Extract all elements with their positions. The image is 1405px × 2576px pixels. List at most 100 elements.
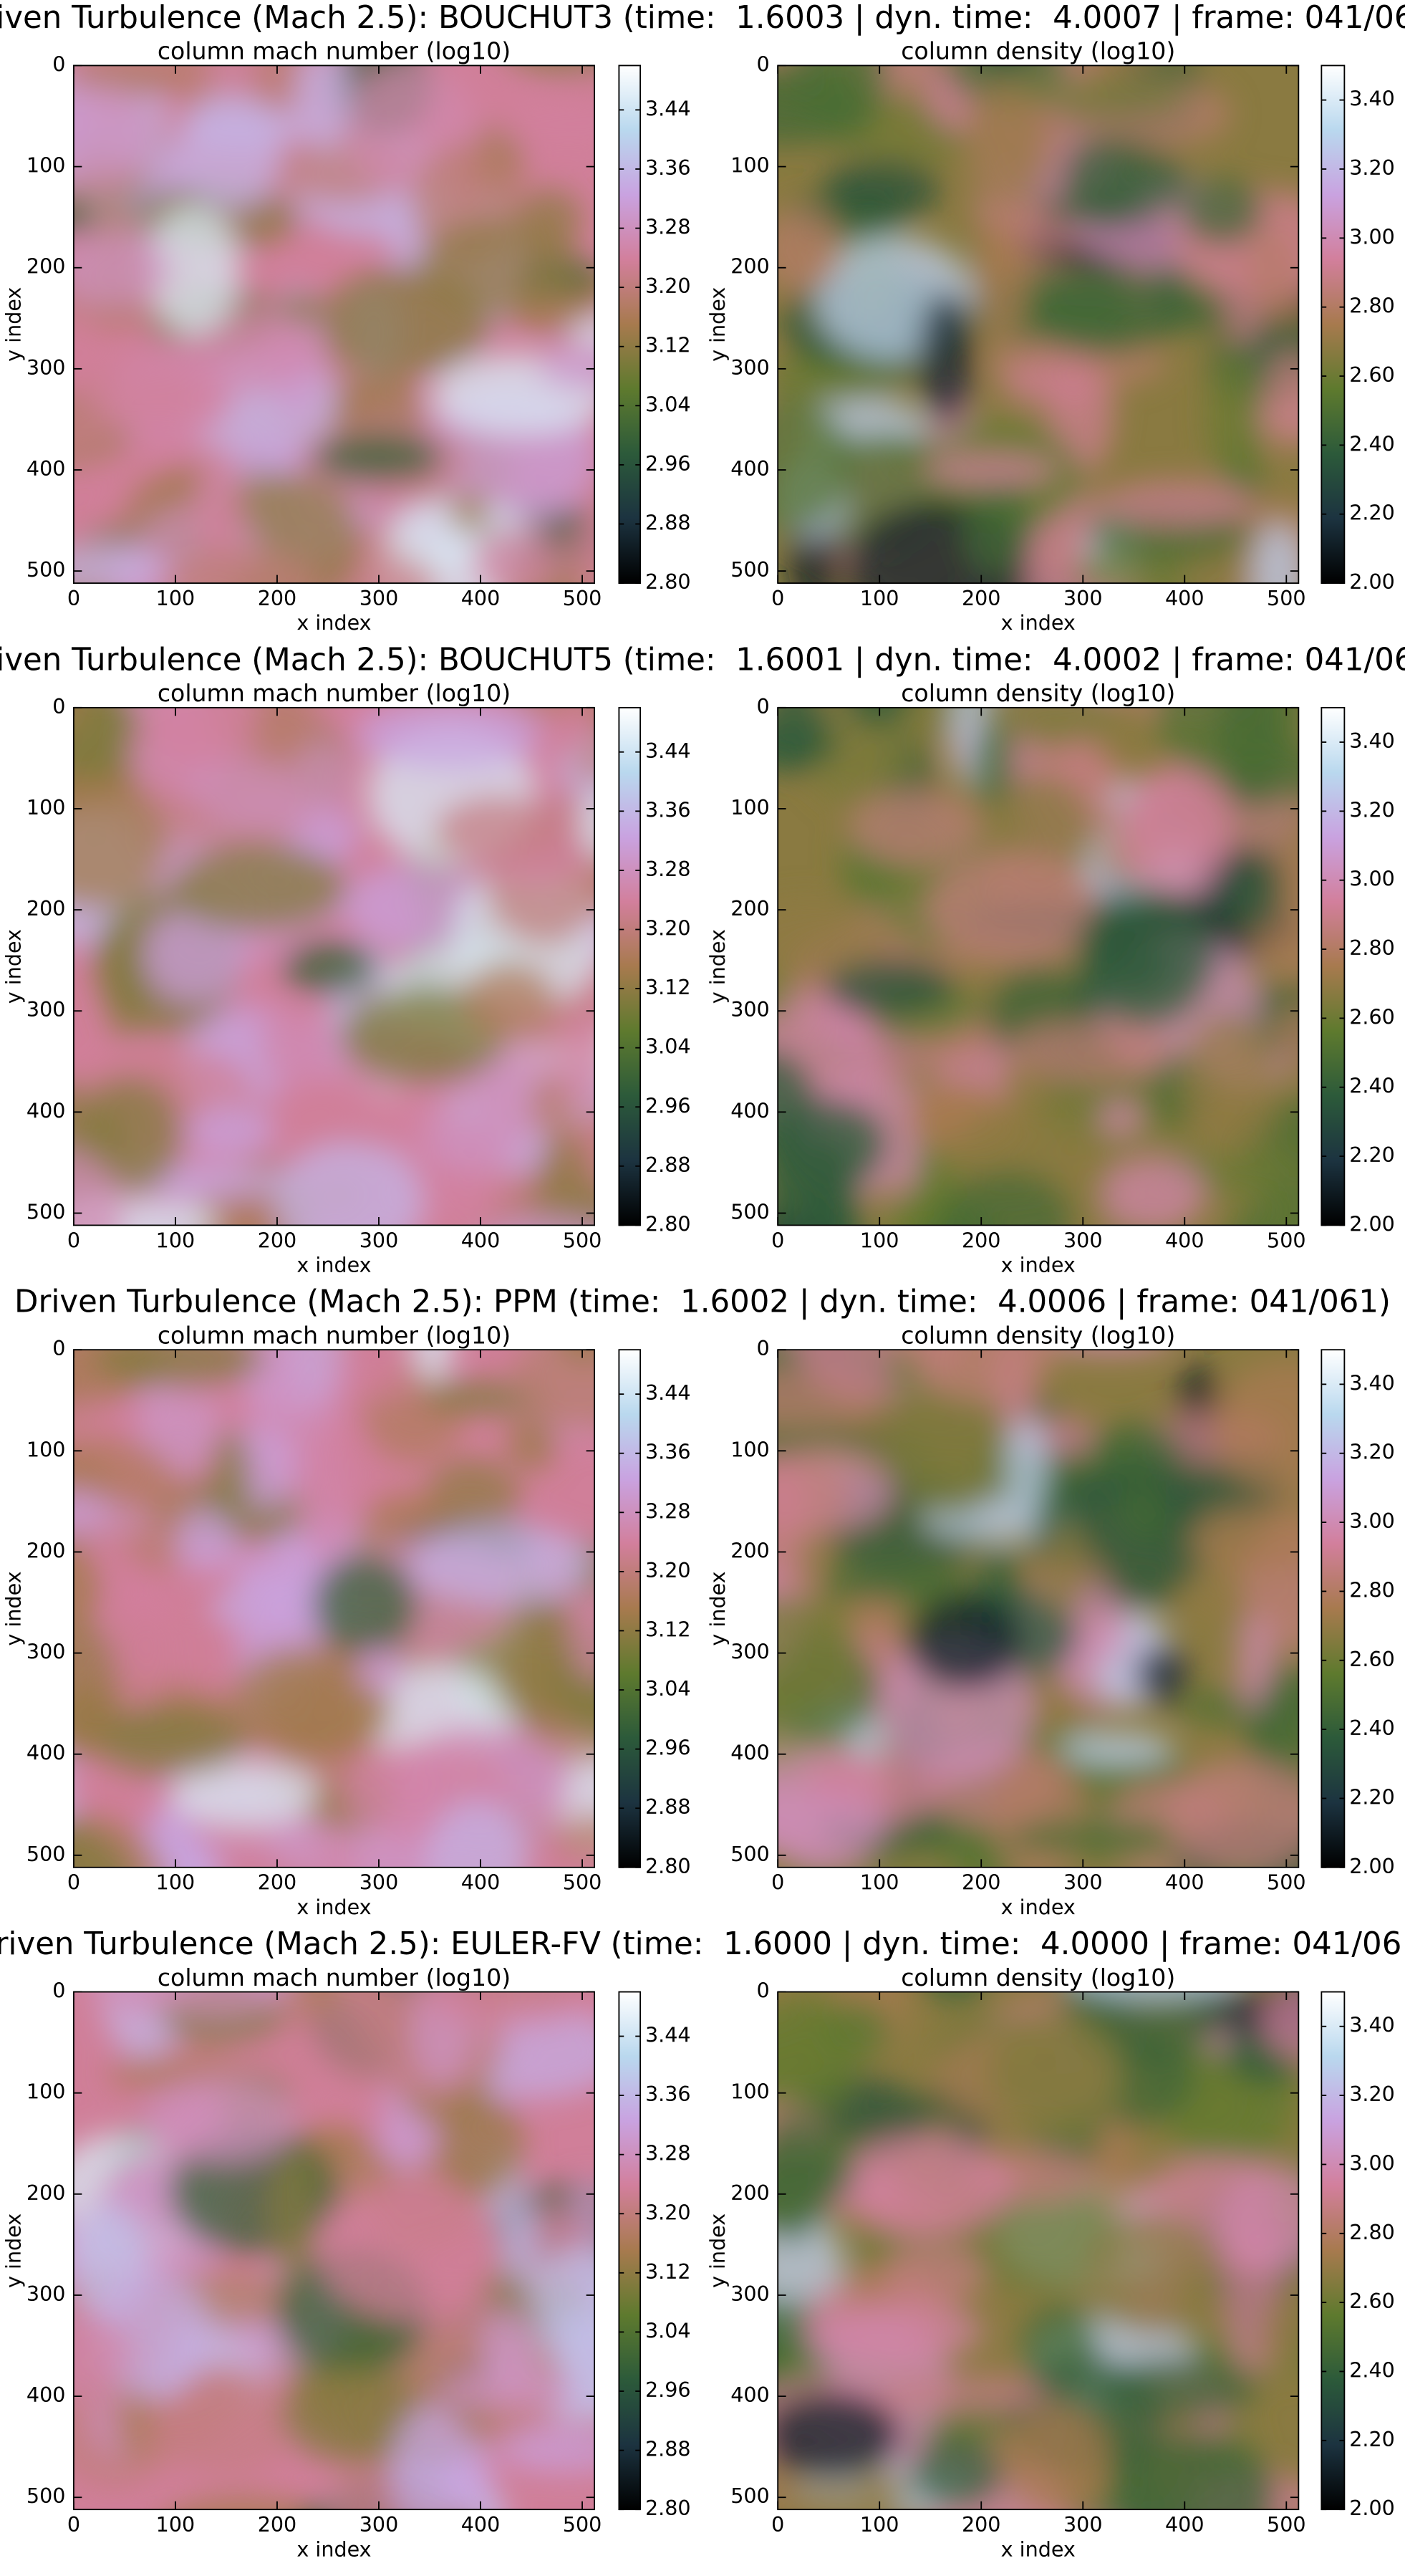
- y-tick-label: 500: [26, 2484, 66, 2508]
- colorbar-tick-label: 3.44: [645, 739, 691, 763]
- colorbar: [1320, 1349, 1346, 1868]
- heatmap-image: [73, 707, 595, 1226]
- y-tick-label: 500: [26, 1199, 66, 1224]
- colorbar-tick-label: 2.00: [1349, 2496, 1395, 2520]
- y-axis-label: y index: [1, 287, 26, 362]
- colorbar-tick-label: 3.28: [645, 2141, 691, 2166]
- x-axis-label: x index: [1001, 2537, 1076, 2561]
- x-tick-label: 300: [359, 1870, 399, 1895]
- plot-frame: [777, 64, 1300, 584]
- plot-frame: [73, 1349, 595, 1868]
- panel-title: column density (log10): [901, 1321, 1175, 1349]
- heatmap-image: [778, 1991, 1299, 2510]
- panel: column mach number (log10) 0 100 200 300 400 5…: [1, 1321, 691, 1919]
- x-tick-label: 200: [258, 2512, 297, 2537]
- y-tick-label: 200: [26, 254, 66, 279]
- y-tick-label: 400: [730, 1098, 770, 1123]
- x-tick-label: 200: [258, 1870, 297, 1895]
- colorbar-tick-label: 2.96: [645, 451, 691, 476]
- y-axis-label: y index: [705, 287, 730, 362]
- x-tick-label: 300: [1063, 2512, 1103, 2537]
- y-tick-label: 500: [730, 1842, 770, 1866]
- colorbar-tick-label: 3.36: [645, 155, 691, 180]
- y-tick-label: 0: [757, 1979, 770, 2003]
- colorbar-tick-label: 2.20: [1349, 501, 1395, 525]
- y-axis-label: y index: [1, 929, 26, 1004]
- x-tick-label: 0: [771, 1870, 784, 1895]
- y-tick-label: 400: [26, 1098, 66, 1123]
- x-axis-label: x index: [296, 1253, 371, 1277]
- y-tick-label: 200: [730, 2181, 770, 2205]
- x-tick-label: 0: [67, 586, 80, 610]
- colorbar-tick-label: 2.40: [1349, 431, 1395, 456]
- x-tick-label: 0: [67, 2512, 80, 2537]
- x-axis-label: x index: [296, 2537, 371, 2561]
- panel-title: column mach number (log10): [158, 1321, 511, 1349]
- y-tick-label: 100: [730, 2080, 770, 2104]
- colorbar: [1320, 64, 1346, 584]
- colorbar: [618, 706, 642, 1226]
- y-tick-label: 500: [730, 557, 770, 582]
- y-tick-label: 100: [730, 795, 770, 820]
- y-tick-label: 0: [757, 52, 770, 76]
- x-tick-label: 200: [962, 1228, 1001, 1252]
- x-tick-label: 500: [563, 586, 602, 610]
- colorbar-tick-label: 3.20: [645, 916, 691, 941]
- y-tick-label: 100: [26, 795, 66, 820]
- x-tick-label: 300: [1063, 1870, 1103, 1895]
- x-tick-label: 100: [860, 1228, 899, 1252]
- panel: column mach number (log10) 0 100 200 300 400 5…: [1, 1964, 691, 2562]
- colorbar-tick-label: 2.60: [1349, 362, 1395, 387]
- x-tick-label: 200: [258, 586, 297, 610]
- y-tick-label: 500: [26, 1842, 66, 1866]
- y-tick-label: 400: [26, 456, 66, 481]
- y-tick-label: 200: [26, 896, 66, 921]
- x-tick-label: 0: [67, 1228, 80, 1252]
- x-tick-label: 200: [962, 2512, 1001, 2537]
- colorbar-tick-label: 3.40: [1349, 729, 1395, 753]
- plot-frame: [73, 706, 595, 1226]
- x-tick-label: 400: [461, 2512, 501, 2537]
- colorbar-tick-label: 3.28: [645, 857, 691, 881]
- y-tick-label: 100: [26, 2080, 66, 2104]
- x-tick-label: 500: [1267, 1228, 1306, 1252]
- y-tick-label: 200: [26, 1538, 66, 1562]
- colorbar-tick-label: 3.12: [645, 975, 691, 999]
- heatmap-image: [778, 65, 1299, 584]
- colorbar-tick-label: 3.20: [645, 2200, 691, 2224]
- x-tick-label: 0: [67, 1870, 80, 1895]
- x-tick-label: 400: [461, 1870, 501, 1895]
- heatmap-image: [778, 707, 1299, 1226]
- y-tick-label: 0: [757, 1336, 770, 1360]
- y-tick-label: 300: [730, 997, 770, 1022]
- x-tick-label: 500: [563, 2512, 602, 2537]
- colorbar-tick-label: 2.96: [645, 1093, 691, 1118]
- colorbar: [1320, 1991, 1346, 2511]
- heatmap-image: [73, 1350, 595, 1868]
- y-tick-label: 300: [26, 355, 66, 380]
- y-tick-label: 400: [26, 1741, 66, 1765]
- x-tick-label: 200: [962, 586, 1001, 610]
- colorbar-tick-label: 2.40: [1349, 1074, 1395, 1098]
- panel: column mach number (log10) 0 100 200 300 400 5…: [1, 679, 691, 1277]
- colorbar-tick-label: 2.88: [645, 510, 691, 534]
- x-axis-label: x index: [1001, 1895, 1076, 1919]
- x-tick-label: 400: [1165, 1228, 1204, 1252]
- colorbar-tick-label: 3.28: [645, 215, 691, 239]
- panel-title: column density (log10): [901, 679, 1175, 707]
- panel-title: column mach number (log10): [158, 1964, 511, 1991]
- plot-frame: [73, 1991, 595, 2511]
- x-tick-label: 200: [258, 1228, 297, 1252]
- plot-frame: [777, 1349, 1300, 1868]
- x-tick-label: 400: [1165, 2512, 1204, 2537]
- colorbar: [618, 1991, 642, 2511]
- colorbar-tick-label: 2.88: [645, 2437, 691, 2461]
- colorbar-tick-label: 2.80: [645, 569, 691, 594]
- y-axis-label: y index: [705, 1571, 730, 1645]
- x-tick-label: 400: [461, 586, 501, 610]
- colorbar-tick-label: 3.20: [1349, 1440, 1395, 1464]
- row-title: Driven Turbulence (Mach 2.5): EULER-FV (…: [0, 1926, 1405, 1962]
- colorbar-tick-label: 3.36: [645, 1440, 691, 1464]
- y-tick-label: 400: [26, 2383, 66, 2407]
